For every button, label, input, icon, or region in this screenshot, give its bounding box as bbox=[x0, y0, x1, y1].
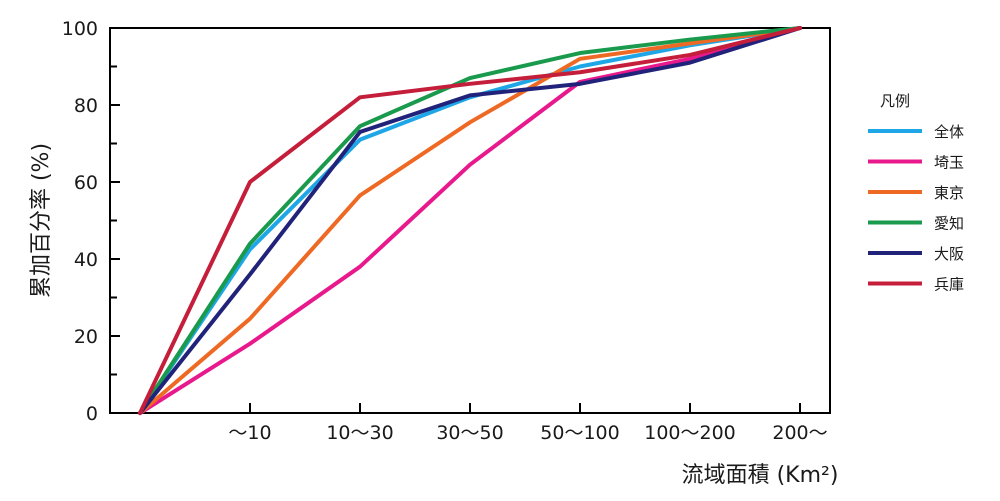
x-tick-label: 100～200 bbox=[644, 422, 736, 444]
y-tick-label: 100 bbox=[62, 18, 98, 40]
legend-label: 全体 bbox=[934, 123, 964, 141]
legend-label: 愛知 bbox=[934, 215, 964, 233]
y-tick-label: 40 bbox=[74, 249, 98, 271]
y-tick-label: 20 bbox=[74, 326, 98, 348]
y-tick-labels: 0 20 40 60 80 100 bbox=[62, 18, 98, 425]
x-tick-labels: ～10 10～30 30～50 50～100 100～200 200～ bbox=[228, 422, 827, 444]
y-tick-label: 60 bbox=[74, 172, 98, 194]
legend-title: 凡例 bbox=[880, 92, 910, 110]
legend-label: 埼玉 bbox=[934, 154, 964, 172]
series-line bbox=[138, 26, 802, 415]
legend-label: 大阪 bbox=[934, 245, 964, 263]
legend-label: 東京 bbox=[934, 184, 964, 202]
series-lines bbox=[138, 26, 802, 415]
x-axis-label: 流域面積 (Km²) bbox=[682, 463, 839, 488]
x-tick-label: ～10 bbox=[228, 422, 271, 444]
axes bbox=[110, 27, 801, 414]
x-tick-label: 10～30 bbox=[326, 422, 393, 444]
series-line bbox=[138, 26, 802, 415]
y-tick-label: 0 bbox=[86, 403, 98, 425]
x-tick-label: 200～ bbox=[772, 422, 827, 444]
x-tick-label: 30～50 bbox=[436, 422, 503, 444]
legend-label: 兵庫 bbox=[934, 276, 964, 294]
y-axis-label: 累加百分率 (%) bbox=[29, 143, 54, 298]
x-tick-label: 50～100 bbox=[540, 422, 619, 444]
series-line bbox=[138, 26, 802, 415]
series-line bbox=[138, 26, 802, 415]
series-line bbox=[138, 26, 802, 415]
y-tick-label: 80 bbox=[74, 95, 98, 117]
